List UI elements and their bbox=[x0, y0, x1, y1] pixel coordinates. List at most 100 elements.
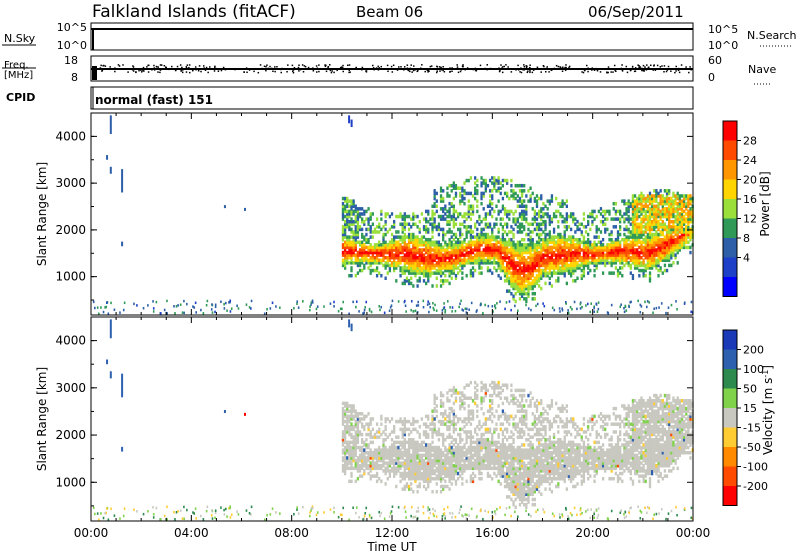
power-echo bbox=[465, 227, 468, 232]
power-echo bbox=[540, 207, 543, 211]
power-echo bbox=[544, 227, 547, 232]
power-echo bbox=[395, 230, 398, 234]
power-echo bbox=[493, 235, 496, 239]
power-echo bbox=[533, 217, 537, 221]
nave-dot bbox=[581, 71, 583, 73]
power-echo bbox=[597, 253, 600, 257]
power-echo bbox=[587, 219, 590, 224]
power-echo bbox=[680, 201, 684, 206]
power-echo bbox=[661, 219, 664, 224]
power-echo bbox=[555, 279, 558, 283]
power-echo bbox=[393, 245, 396, 250]
power-echo bbox=[429, 250, 432, 255]
power-echo bbox=[627, 214, 630, 219]
velocity-echo bbox=[437, 453, 441, 458]
power-echo bbox=[484, 243, 487, 247]
velocity-echo bbox=[388, 451, 392, 455]
power-echo bbox=[537, 261, 541, 265]
velocity-echo bbox=[356, 412, 360, 416]
power-echo bbox=[365, 240, 368, 245]
power-echo bbox=[516, 245, 519, 250]
power-echo bbox=[397, 243, 400, 247]
velocity-echo bbox=[424, 463, 428, 468]
power-echo bbox=[535, 204, 539, 209]
power-echo bbox=[476, 232, 479, 237]
power-echo bbox=[537, 214, 541, 219]
power-echo bbox=[514, 284, 517, 288]
power-echo bbox=[474, 261, 477, 265]
power-echo bbox=[348, 212, 351, 216]
power-echo bbox=[646, 240, 650, 245]
nave-dot bbox=[663, 71, 665, 73]
power-echo bbox=[644, 263, 647, 268]
y-tick-label: 2000 bbox=[55, 223, 86, 237]
power-echo bbox=[551, 306, 554, 310]
power-echo bbox=[461, 222, 464, 227]
nave-dot bbox=[525, 68, 527, 70]
nave-dot bbox=[257, 71, 260, 74]
power-echo bbox=[348, 115, 351, 124]
power-echo bbox=[405, 250, 409, 255]
power-echo bbox=[448, 261, 451, 265]
power-echo bbox=[352, 243, 355, 247]
power-echo bbox=[388, 214, 392, 219]
power-echo bbox=[508, 276, 511, 281]
power-echo bbox=[670, 204, 673, 209]
power-echo bbox=[442, 245, 445, 250]
velocity-echo bbox=[427, 463, 430, 468]
velocity-echo bbox=[418, 453, 421, 458]
power-echo bbox=[375, 255, 379, 260]
power-echo bbox=[497, 212, 500, 216]
power-echo bbox=[523, 227, 526, 232]
velocity-echo bbox=[412, 443, 415, 447]
power-echo bbox=[642, 232, 645, 237]
power-echo bbox=[612, 250, 615, 255]
power-echo bbox=[410, 258, 413, 263]
power-echo bbox=[356, 240, 360, 245]
power-echo bbox=[646, 222, 650, 227]
power-echo bbox=[661, 194, 664, 198]
velocity-echo bbox=[420, 461, 424, 465]
power-echo bbox=[569, 261, 573, 265]
power-echo bbox=[433, 258, 436, 263]
power-echo bbox=[210, 308, 213, 311]
power-echo bbox=[642, 225, 645, 229]
power-echo bbox=[606, 245, 609, 250]
power-echo bbox=[572, 235, 575, 239]
velocity-echo bbox=[416, 484, 419, 489]
power-echo bbox=[542, 302, 544, 305]
power-echo bbox=[633, 222, 637, 227]
velocity-echo bbox=[384, 445, 387, 450]
power-echo bbox=[373, 227, 377, 232]
velocity-echo bbox=[403, 471, 406, 476]
power-echo bbox=[352, 300, 354, 304]
velocity-echo bbox=[401, 430, 404, 434]
velocity-echo bbox=[448, 448, 451, 452]
power-echo bbox=[648, 232, 652, 237]
power-echo bbox=[380, 227, 383, 232]
power-echo bbox=[226, 309, 228, 312]
velocity-echo bbox=[348, 404, 351, 408]
power-echo bbox=[476, 235, 479, 239]
velocity-echo bbox=[390, 453, 394, 458]
power-echo bbox=[674, 237, 677, 242]
power-echo bbox=[555, 196, 558, 201]
power-echo bbox=[142, 306, 145, 310]
power-echo bbox=[516, 183, 519, 188]
power-echo bbox=[356, 225, 360, 229]
power-echo bbox=[506, 243, 509, 247]
power-echo bbox=[431, 209, 434, 214]
power-echo bbox=[427, 271, 430, 275]
power-echo bbox=[433, 222, 436, 227]
power-echo bbox=[540, 271, 543, 275]
velocity-echo bbox=[393, 440, 396, 445]
velocity-echo bbox=[422, 453, 426, 458]
power-echo bbox=[599, 240, 603, 245]
power-echo bbox=[578, 245, 581, 250]
power-echo bbox=[591, 212, 594, 216]
power-echo bbox=[631, 273, 635, 278]
nave-dot bbox=[675, 70, 677, 72]
nave-dot bbox=[375, 67, 378, 69]
power-echo bbox=[346, 253, 349, 257]
velocity-echo bbox=[442, 471, 445, 476]
